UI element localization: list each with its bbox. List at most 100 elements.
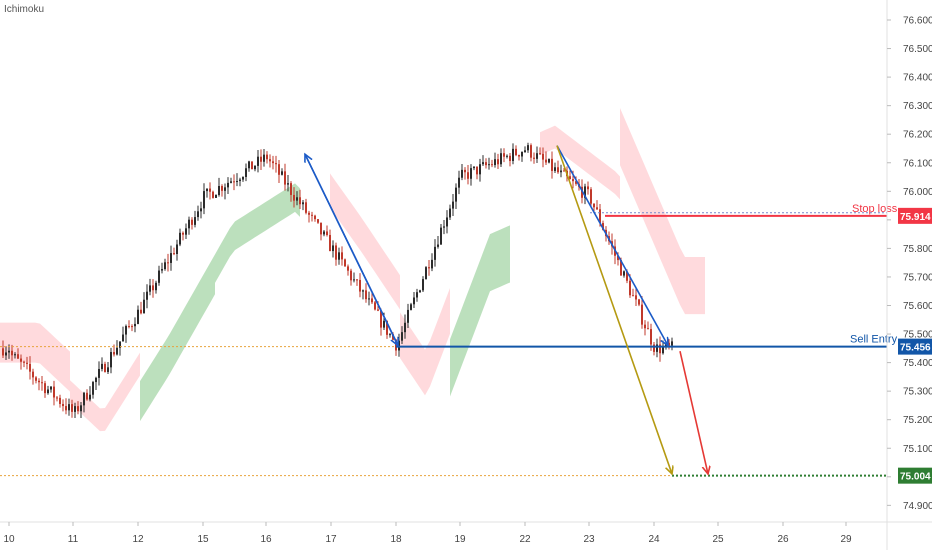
cloud-segment: [140, 254, 215, 422]
y-tick-label: 76.300: [903, 101, 932, 112]
x-tick-label: 22: [519, 534, 531, 545]
sell-entry-tag-bg: [898, 338, 932, 355]
candle-body: [152, 285, 154, 291]
candle-body: [140, 309, 142, 314]
candle-body: [17, 354, 19, 359]
x-tick-label: 16: [260, 534, 272, 545]
candle-body: [92, 382, 94, 395]
candle-body: [116, 347, 118, 355]
candle-body: [128, 326, 130, 328]
candle-body: [269, 159, 271, 162]
candle-body: [668, 342, 670, 346]
candle-body: [41, 382, 43, 384]
candle-body: [317, 219, 319, 223]
x-tick-label: 19: [454, 534, 466, 545]
candle-body: [233, 181, 235, 183]
candle-body: [188, 219, 190, 229]
cloud-segment: [0, 322, 70, 392]
candle-body: [401, 332, 403, 341]
candle-body: [527, 145, 529, 151]
price-tags: 75.914 75.456 75.004: [898, 207, 932, 484]
candle-body: [503, 153, 505, 157]
candle-body: [653, 344, 655, 352]
projection-arrows: [305, 145, 708, 474]
candle-body: [587, 186, 589, 190]
candle-body: [545, 159, 547, 163]
candle-body: [101, 363, 103, 369]
candle-body: [515, 148, 517, 156]
candle-body: [440, 227, 442, 245]
take-profit-tag-bg: [898, 467, 932, 484]
stop-loss-tag-text: 75.914: [900, 212, 931, 223]
candle-body: [284, 171, 286, 185]
y-tick-label: 76.100: [903, 158, 932, 169]
y-tick-label: 75.500: [903, 330, 932, 341]
candle-body: [14, 354, 16, 356]
candle-body: [404, 322, 406, 333]
take-profit-tag-text: 75.004: [900, 472, 931, 483]
candle-body: [623, 271, 625, 276]
candle-body: [143, 299, 145, 314]
y-tick-label: 75.300: [903, 387, 932, 398]
candle-body: [344, 259, 346, 267]
candle-body: [632, 295, 634, 297]
x-tick-label: 25: [712, 534, 724, 545]
candle-body: [80, 405, 82, 412]
y-tick-label: 74.900: [903, 501, 932, 512]
candle-body: [281, 171, 283, 175]
candle-body: [239, 179, 241, 182]
candle-body: [176, 244, 178, 255]
candle-body: [671, 341, 673, 346]
candle-body: [179, 232, 181, 245]
cloud-segment: [400, 288, 450, 396]
candle-body: [254, 165, 256, 170]
candle-body: [266, 154, 268, 160]
candle-body: [353, 279, 355, 281]
projection-arrow: [305, 154, 399, 346]
candle-body: [398, 340, 400, 351]
candle-body: [68, 404, 70, 411]
candle-body: [635, 295, 637, 300]
candle-body: [230, 181, 232, 183]
x-tick-label: 29: [840, 534, 852, 545]
candle-body: [323, 231, 325, 235]
candle-body: [308, 212, 310, 215]
candle-body: [389, 334, 391, 336]
candle-body: [71, 404, 73, 412]
candle-body: [485, 162, 487, 166]
candle-body: [248, 161, 250, 169]
candle-body: [377, 309, 379, 311]
candle-body: [512, 148, 514, 161]
candle-body: [98, 368, 100, 378]
candle-body: [146, 291, 148, 300]
candle-body: [533, 157, 535, 159]
candle-body: [518, 155, 520, 157]
x-tick-label: 18: [390, 534, 402, 545]
candle-body: [302, 202, 304, 205]
candle-body: [134, 323, 136, 327]
candle-body: [572, 179, 574, 182]
candle-body: [206, 188, 208, 192]
candle-body: [167, 262, 169, 264]
candle-body: [44, 383, 46, 394]
candle-body: [362, 290, 364, 292]
candle-body: [431, 259, 433, 269]
candle-body: [521, 152, 523, 157]
candle-body: [425, 267, 427, 280]
x-tick-label: 26: [777, 534, 789, 545]
candle-body: [158, 270, 160, 283]
x-tick-label: 10: [3, 534, 15, 545]
candle-body: [221, 185, 223, 191]
candle-body: [662, 346, 664, 354]
candle-body: [563, 170, 565, 172]
candle-body: [50, 386, 52, 390]
projection-arrow: [679, 351, 708, 474]
candle-body: [29, 363, 31, 372]
candle-body: [452, 201, 454, 209]
candle-body: [368, 298, 370, 300]
x-tick-label: 24: [648, 534, 660, 545]
candle-body: [617, 255, 619, 261]
candle-body: [236, 181, 238, 183]
candle-body: [332, 245, 334, 252]
